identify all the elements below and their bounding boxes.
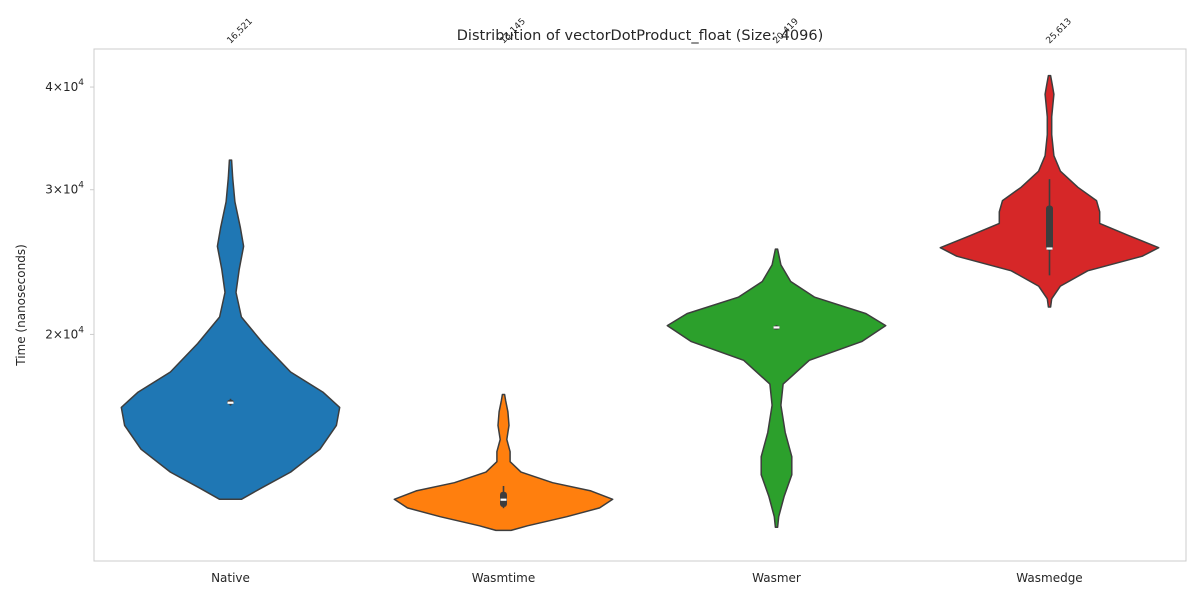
violin-wasmtime (393, 393, 614, 532)
median-marker-wasmer (773, 326, 780, 329)
violin-native (120, 159, 341, 501)
median-marker-wasmtime (500, 498, 507, 501)
x-tick-label: Wasmer (752, 571, 801, 585)
y-tick-label: 3×104 (45, 181, 84, 197)
y-tick-label: 2×104 (45, 325, 84, 341)
x-tick-label: Wasmedge (1016, 571, 1082, 585)
median-label: 25,613 (1045, 17, 1074, 46)
x-tick-label: Native (211, 571, 250, 585)
violin-wasmer (666, 248, 887, 529)
y-tick-label: 4×104 (45, 78, 84, 94)
x-tick-label: Wasmtime (472, 571, 536, 585)
chart-title: Distribution of vectorDotProduct_float (… (457, 28, 823, 44)
x-tick-labels: Native Wasmtime Wasmer Wasmedge (211, 571, 1083, 585)
violins-layer (120, 74, 1160, 532)
median-label: 16,521 (226, 17, 255, 46)
median-marker-native (227, 401, 234, 404)
iqr-box-wasmedge (1046, 205, 1053, 251)
y-tick-labels: 2×104 3×104 4×104 (45, 78, 94, 341)
y-axis-title: Time (nanoseconds) (14, 244, 28, 367)
median-marker-wasmedge (1046, 247, 1053, 250)
